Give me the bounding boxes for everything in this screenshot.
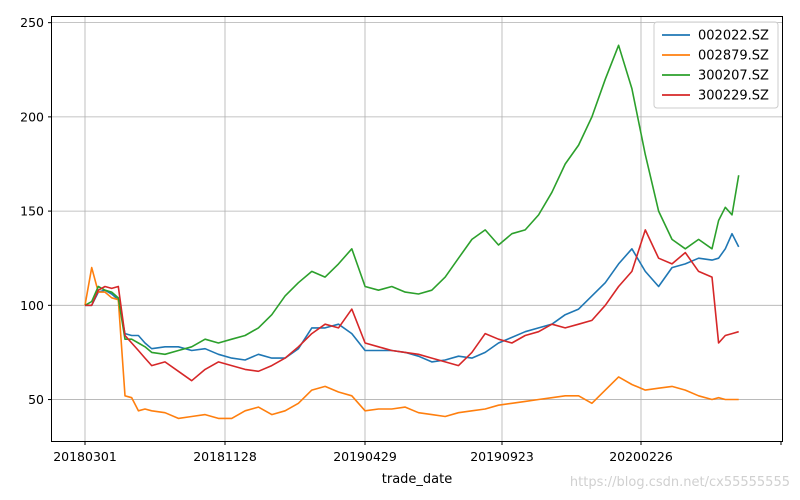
grid-lines — [52, 17, 782, 441]
x-tick-label: 20181128 — [193, 449, 257, 464]
series-line-002879-sz — [84, 266, 739, 420]
y-tick-label: 250 — [20, 15, 44, 30]
y-tick-label: 150 — [20, 204, 44, 219]
watermark: https://blog.csdn.net/cx55555555 — [569, 475, 790, 490]
y-axis: 50 100 150 200 250 — [20, 15, 52, 407]
x-axis-title: trade_date — [382, 472, 452, 487]
y-tick-label: 50 — [28, 392, 44, 407]
legend-label: 300207.SZ — [698, 69, 769, 84]
x-axis: 20180301 20181128 20190429 20190923 20200226 — [53, 441, 782, 464]
x-tick-label: 20190429 — [333, 449, 397, 464]
x-tick-label: 20200226 — [609, 449, 673, 464]
legend: 002022.SZ 002879.SZ 300207.SZ 300229.SZ — [653, 21, 779, 109]
plot-frame — [51, 16, 783, 442]
series-lines — [84, 44, 740, 420]
legend-label: 300229.SZ — [698, 89, 769, 104]
x-tick-label: 20180301 — [53, 449, 117, 464]
series-line-300207-sz — [84, 44, 740, 356]
legend-label: 002879.SZ — [698, 49, 769, 64]
y-tick-label: 100 — [20, 298, 44, 313]
legend-label: 002022.SZ — [698, 29, 769, 44]
legend-box — [653, 21, 779, 109]
series-line-300229-sz — [85, 229, 739, 382]
y-tick-label: 200 — [20, 109, 44, 124]
x-tick-label: 20190923 — [470, 449, 534, 464]
